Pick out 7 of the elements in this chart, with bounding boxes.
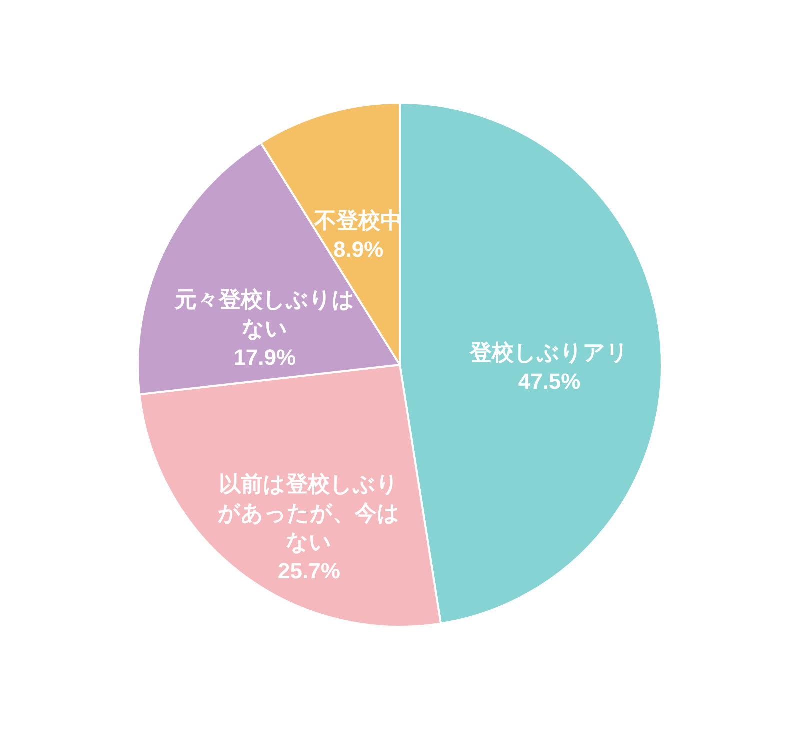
slice-label: 登校しぶりアリ <box>469 340 630 366</box>
data-label: 8.9% <box>334 236 384 262</box>
slice-label: 以前は登校しぶりがあったが、今はない <box>217 471 400 554</box>
slice-label: 元々登校しぶりはない <box>174 286 355 341</box>
data-label: 25.7% <box>278 558 340 584</box>
data-label: 47.5% <box>518 369 581 394</box>
data-label: 17.9% <box>234 344 296 370</box>
